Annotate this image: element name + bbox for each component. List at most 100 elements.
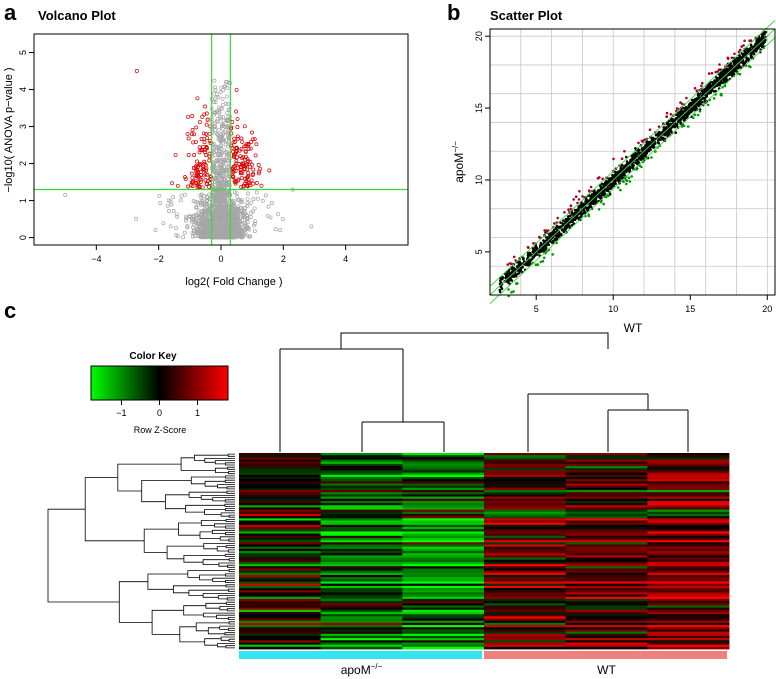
volcano-point xyxy=(251,223,256,228)
heatmap-cell xyxy=(320,472,403,476)
heatmap-cell xyxy=(320,496,403,500)
row-dendro-branch xyxy=(183,605,206,616)
row-dendro-branch xyxy=(47,508,120,603)
row-dendro-branch xyxy=(224,553,235,557)
heatmap-cell xyxy=(484,609,567,613)
volcano-point xyxy=(197,174,202,179)
heatmap-cell xyxy=(484,635,567,639)
volcano-point xyxy=(236,224,241,229)
volcano-point xyxy=(239,175,244,180)
volcano-point xyxy=(234,211,239,216)
scatter-point xyxy=(712,81,716,84)
heatmap-cell xyxy=(647,531,730,534)
volcano-point xyxy=(213,85,218,90)
volcano-point xyxy=(224,138,229,143)
heatmap-cell xyxy=(647,574,730,578)
volcano-point xyxy=(204,131,209,136)
scatter-point xyxy=(649,146,652,149)
volcano-point xyxy=(183,175,187,180)
heatmap-cell xyxy=(402,601,485,604)
heatmap-cell xyxy=(239,516,322,519)
heatmap-cell xyxy=(647,463,730,467)
volcano-point xyxy=(194,169,199,174)
scatter-xtick-label: 10 xyxy=(608,304,618,314)
scatter-point xyxy=(701,90,705,94)
heatmap-cell xyxy=(402,627,485,630)
heatmap-cell xyxy=(484,470,567,473)
heatmap-cell xyxy=(647,620,730,624)
scatter-point xyxy=(538,235,541,239)
volcano-point xyxy=(214,95,219,100)
heatmap-cell xyxy=(320,527,403,530)
row-dendro-branch xyxy=(212,497,235,502)
heatmap-cell xyxy=(320,548,403,552)
heatmap-cell xyxy=(320,542,403,545)
row-dendro-branch xyxy=(194,454,229,461)
heatmap-cell xyxy=(320,553,403,556)
volcano-point xyxy=(225,118,230,123)
row-dendro-branch xyxy=(218,562,235,567)
scatter-point xyxy=(669,113,673,116)
volcano-point xyxy=(173,152,178,157)
heatmap-cell xyxy=(647,487,730,491)
heatmap-cell xyxy=(647,601,730,604)
scatter-point xyxy=(732,72,735,76)
scatter-point xyxy=(578,206,581,209)
volcano-point xyxy=(219,227,224,232)
row-dendro-branch xyxy=(219,625,235,630)
heatmap-cell xyxy=(484,594,567,598)
heatmap-cell xyxy=(565,496,648,500)
heatmap-cell xyxy=(320,481,403,484)
heatmap-cell xyxy=(402,479,485,482)
heatmap-cell xyxy=(320,516,403,519)
heatmap-cell xyxy=(484,466,567,469)
heatmap-cell xyxy=(565,638,648,641)
heatmap-cell xyxy=(239,453,322,456)
scatter-point xyxy=(569,214,572,217)
volcano-point xyxy=(212,112,216,117)
heatmap-cell xyxy=(239,476,322,480)
scatter-point xyxy=(693,86,697,90)
volcano-point xyxy=(234,219,239,224)
heatmap-cell xyxy=(239,579,322,582)
volcano-point xyxy=(239,165,244,169)
heatmap-cell xyxy=(402,607,485,611)
heatmap-cell xyxy=(402,564,485,567)
scatter-point xyxy=(725,68,729,72)
volcano-point xyxy=(224,154,229,159)
heatmap-cell xyxy=(484,453,567,456)
row-dendro-branch xyxy=(216,614,235,619)
heatmap-cell xyxy=(320,544,403,548)
heatmap-cell xyxy=(320,566,403,569)
volcano-point xyxy=(216,135,221,140)
heatmap-cell xyxy=(239,463,322,467)
heatmap-cell xyxy=(484,551,567,554)
heatmap-cell xyxy=(565,487,648,491)
heatmap-cell xyxy=(565,590,648,593)
heatmap-cell xyxy=(647,559,730,563)
volcano-point xyxy=(221,159,226,164)
scatter-point xyxy=(706,88,710,91)
volcano-point xyxy=(240,161,245,166)
scatter-point xyxy=(612,184,615,188)
row-dendro-branch xyxy=(204,509,226,515)
scatter-point xyxy=(572,217,576,220)
heatmap-cell xyxy=(565,531,648,534)
row-dendro-branch xyxy=(179,626,205,643)
scatter-point xyxy=(517,271,521,275)
heatmap-cell xyxy=(320,551,403,554)
heatmap-cell xyxy=(402,500,485,504)
scatter-point xyxy=(569,207,573,211)
volcano-point xyxy=(215,152,220,157)
volcano-point xyxy=(192,132,196,137)
volcano-point xyxy=(175,214,180,219)
heatmap-cell xyxy=(320,601,403,604)
volcano-point xyxy=(232,226,237,231)
volcano-xtick-label: 2 xyxy=(281,254,286,264)
heatmap-cell xyxy=(484,555,567,558)
volcano-point xyxy=(183,218,188,223)
heatmap-cell xyxy=(239,620,322,624)
row-dendro-branch xyxy=(147,573,188,590)
heatmap-cell xyxy=(484,577,567,580)
heatmap-cell xyxy=(402,542,485,545)
